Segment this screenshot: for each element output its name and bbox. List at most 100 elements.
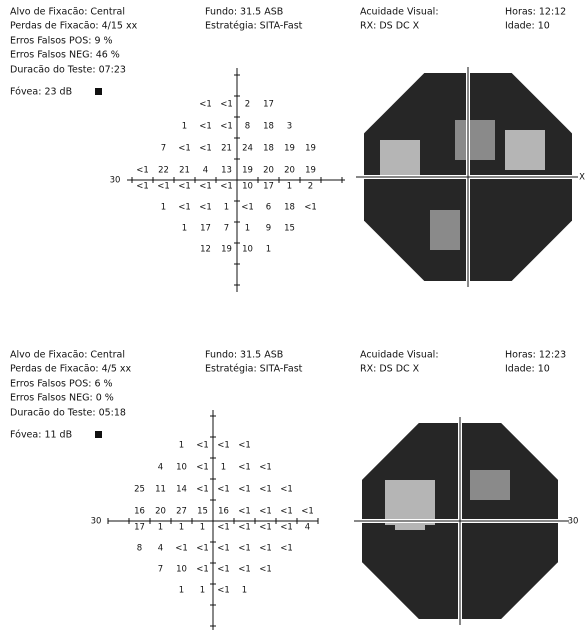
threshold-value: 2	[308, 182, 313, 192]
fixation-losses: Perdas de Fixacão: 4/5 xx	[10, 364, 132, 375]
threshold-value: 21	[221, 144, 232, 154]
threshold-value: <1	[259, 565, 272, 575]
duration: Duracão do Teste: 07:23	[10, 65, 126, 76]
time: Horas: 12:23	[505, 350, 566, 361]
threshold-value: <1	[178, 203, 191, 213]
threshold-value: <1	[196, 544, 209, 554]
threshold-value: <1	[220, 182, 233, 192]
background: Fundo: 31.5 ASB	[205, 7, 283, 18]
fixation-losses: Perdas de Fixacão: 4/15 xx	[10, 21, 138, 32]
threshold-value: 4	[203, 166, 208, 176]
threshold-value: 1	[182, 224, 187, 234]
threshold-value: 19	[284, 144, 295, 154]
threshold-value: 7	[158, 565, 163, 575]
threshold-value: 19	[305, 144, 316, 154]
threshold-value: 8	[137, 544, 142, 554]
threshold-value: 1	[182, 122, 187, 132]
false-pos: Erros Falsos POS: 6 %	[10, 379, 113, 390]
threshold-value: <1	[199, 122, 212, 132]
threshold-value: <1	[304, 203, 317, 213]
threshold-value: <1	[178, 182, 191, 192]
rx: RX: DS DC X	[360, 21, 420, 32]
threshold-value: <1	[238, 441, 251, 451]
threshold-value: 1	[161, 203, 166, 213]
false-neg: Erros Falsos NEG: 46 %	[10, 50, 120, 61]
threshold-value: 19	[221, 245, 232, 255]
threshold-value: 19	[242, 166, 253, 176]
map-light-patch	[505, 130, 545, 170]
threshold-value: <1	[241, 203, 254, 213]
threshold-value: 20	[263, 166, 274, 176]
threshold-value: <1	[238, 565, 251, 575]
visual-acuity: Acuidade Visual:	[360, 7, 439, 18]
threshold-value: 17	[263, 182, 274, 192]
fixation-target: Alvo de Fixacão: Central	[10, 7, 125, 18]
threshold-value: 17	[263, 100, 274, 110]
threshold-value: 1	[287, 182, 292, 192]
threshold-value: <1	[280, 523, 293, 533]
threshold-value: <1	[199, 203, 212, 213]
threshold-value: 1	[179, 441, 184, 451]
threshold-value: <1	[136, 182, 149, 192]
threshold-value: <1	[259, 485, 272, 495]
threshold-value: 10	[242, 182, 253, 192]
background: Fundo: 31.5 ASB	[205, 350, 283, 361]
threshold-value: 10	[242, 245, 253, 255]
threshold-value: 17	[134, 523, 145, 533]
threshold-value: 2	[245, 100, 250, 110]
fovea-marker	[95, 431, 102, 438]
threshold-value: <1	[238, 507, 251, 517]
threshold-value: <1	[259, 544, 272, 554]
threshold-value: 6	[266, 203, 271, 213]
threshold-value: <1	[238, 463, 251, 473]
threshold-value: 7	[224, 224, 229, 234]
rx: RX: DS DC X	[360, 364, 420, 375]
threshold-value: <1	[301, 507, 314, 517]
visual-acuity: Acuidade Visual:	[360, 350, 439, 361]
axis-label: 30	[110, 176, 121, 186]
threshold-value: 16	[134, 507, 145, 517]
threshold-value: <1	[175, 544, 188, 554]
threshold-value: 9	[266, 224, 271, 234]
age: Idade: 10	[505, 21, 550, 32]
threshold-value: 1	[242, 586, 247, 596]
threshold-value: <1	[157, 182, 170, 192]
threshold-value: 18	[284, 203, 295, 213]
threshold-value: 1	[179, 586, 184, 596]
threshold-value: <1	[199, 144, 212, 154]
threshold-value: 1	[200, 586, 205, 596]
false-pos: Erros Falsos POS: 9 %	[10, 36, 113, 47]
threshold-value: 1	[245, 224, 250, 234]
threshold-value: 14	[176, 485, 187, 495]
threshold-value: 24	[242, 144, 253, 154]
threshold-value: 20	[284, 166, 295, 176]
threshold-value: 11	[155, 485, 166, 495]
axis-label: 30	[91, 517, 102, 527]
threshold-value: 21	[179, 166, 190, 176]
strategy: Estratégia: SITA-Fast	[205, 364, 303, 375]
threshold-value: 18	[263, 122, 274, 132]
map-light-patch	[430, 210, 460, 250]
threshold-value: 19	[305, 166, 316, 176]
threshold-value: 20	[155, 507, 166, 517]
duration: Duracão do Teste: 05:18	[10, 408, 126, 419]
threshold-value: 27	[176, 507, 187, 517]
threshold-value: <1	[217, 523, 230, 533]
threshold-value: <1	[178, 144, 191, 154]
strategy: Estratégia: SITA-Fast	[205, 21, 303, 32]
threshold-value: <1	[259, 463, 272, 473]
threshold-value: 22	[158, 166, 169, 176]
threshold-value: <1	[280, 485, 293, 495]
age: Idade: 10	[505, 364, 550, 375]
threshold-value: 1	[221, 463, 226, 473]
threshold-value: 12	[200, 245, 211, 255]
threshold-value: <1	[220, 100, 233, 110]
threshold-value: <1	[217, 565, 230, 575]
threshold-value: 1	[224, 203, 229, 213]
threshold-value: 18	[263, 144, 274, 154]
threshold-value: <1	[217, 485, 230, 495]
threshold-value: 16	[218, 507, 229, 517]
threshold-value: 4	[305, 523, 310, 533]
threshold-value: <1	[217, 544, 230, 554]
